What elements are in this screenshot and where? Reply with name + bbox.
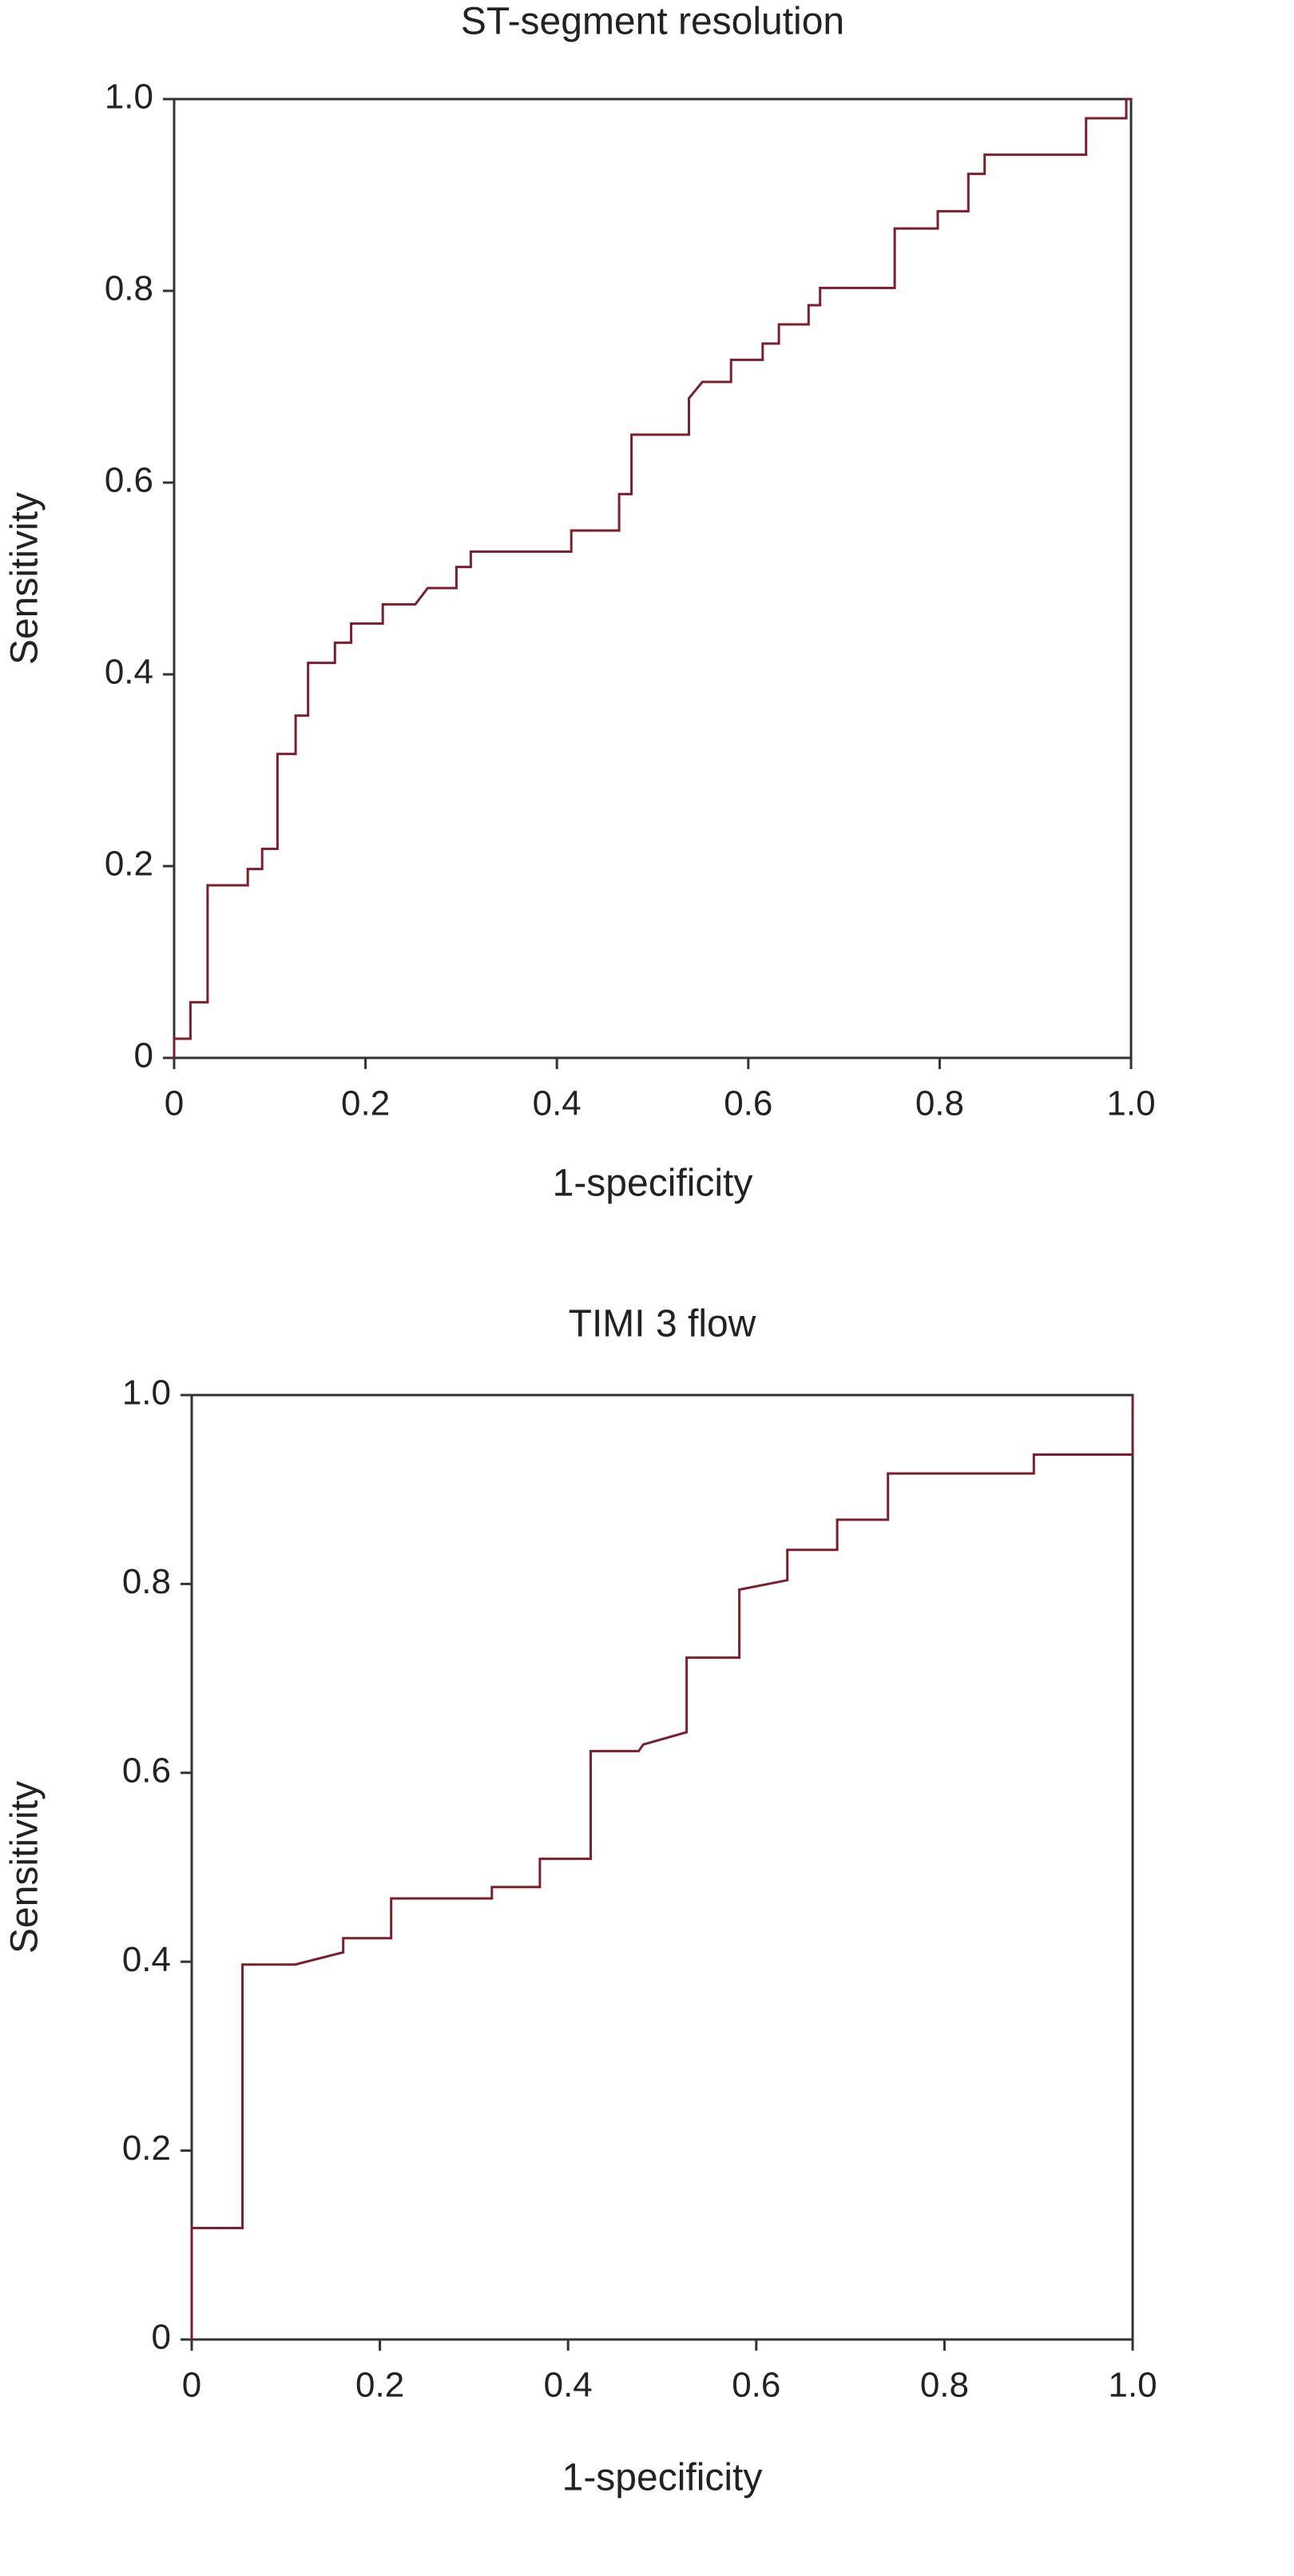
x-tick-label: 0.6	[724, 1084, 772, 1123]
y-tick-label: 0.2	[105, 845, 153, 884]
x-tick-label: 0.8	[915, 1084, 964, 1123]
roc-line	[190, 1395, 1134, 2339]
y-tick-label: 1.0	[122, 1373, 171, 1413]
y-tick-label: 0.2	[122, 2129, 171, 2168]
plot-frame	[190, 1393, 1134, 2341]
x-tick-label: 0.2	[355, 2366, 404, 2405]
y-tick-label: 0.6	[105, 461, 153, 500]
plot-frame	[173, 97, 1133, 1059]
x-tick-label: 0.8	[920, 2366, 969, 2405]
y-tick-label: 0.8	[122, 1562, 171, 1601]
y-tick-label: 0.4	[122, 1940, 171, 1979]
x-axis-label: 1-specificity	[553, 1163, 753, 1205]
x-tick-label: 0	[165, 1084, 184, 1123]
x-tick-label: 0.6	[732, 2366, 780, 2405]
x-tick-label: 1.0	[1108, 2366, 1157, 2405]
y-axis-label: Sensitivity	[4, 1781, 46, 1954]
y-tick-label: 1.0	[105, 78, 153, 117]
y-axis-label: Sensitivity	[4, 492, 46, 665]
y-tick-label: 0.8	[105, 269, 153, 308]
chart-title: ST-segment resolution	[461, 1, 844, 43]
x-tick-label: 0	[182, 2366, 201, 2405]
x-tick-label: 0.4	[544, 2366, 593, 2405]
y-tick-label: 0	[152, 2318, 171, 2357]
x-tick-label: 0.2	[341, 1084, 390, 1123]
y-tick-label: 0	[134, 1036, 153, 1075]
x-axis-label: 1-specificity	[562, 2457, 763, 2499]
y-tick-label: 0.6	[122, 1751, 171, 1790]
x-tick-label: 0.4	[533, 1084, 582, 1123]
y-tick-label: 0.4	[105, 653, 153, 692]
chart-title: TIMI 3 flow	[569, 1303, 756, 1346]
roc-line	[173, 97, 1131, 1058]
x-tick-label: 1.0	[1106, 1084, 1155, 1123]
